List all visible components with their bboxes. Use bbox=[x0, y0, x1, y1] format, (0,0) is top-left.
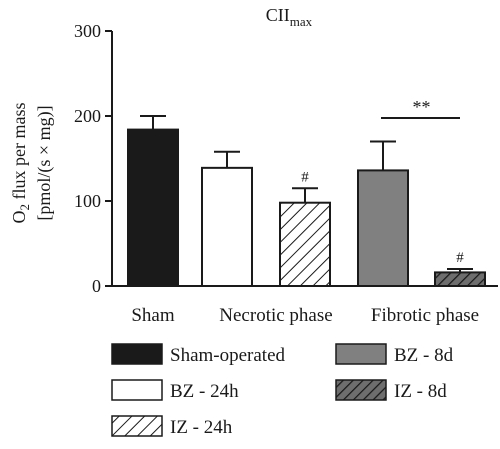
y-tick-label: 200 bbox=[74, 106, 101, 126]
svg-text:O2 flux per mass: O2 flux per mass bbox=[9, 103, 32, 224]
bar-bz-8d bbox=[357, 169, 409, 287]
chart-title-main: CII bbox=[266, 5, 290, 25]
chart-title-subscript: max bbox=[290, 14, 313, 29]
legend-label: IZ - 24h bbox=[170, 417, 233, 438]
y-tick-label: 0 bbox=[92, 276, 101, 296]
legend-label: Sham-operated bbox=[170, 345, 286, 366]
legend: Sham-operated BZ - 24h IZ - 24h BZ - 8d IZ -… bbox=[111, 343, 454, 438]
x-tick-label: Fibrotic phase bbox=[371, 305, 479, 326]
y-axis-label: O2 flux per mass [pmol/(s × mg)] bbox=[9, 103, 55, 224]
legend-swatch bbox=[335, 343, 387, 365]
y-axis-label-subscript: 2 bbox=[17, 204, 32, 211]
y-tick-label: 100 bbox=[74, 191, 101, 211]
legend-swatch bbox=[335, 379, 387, 401]
legend-label: BZ - 8d bbox=[394, 345, 454, 366]
bars bbox=[127, 115, 486, 288]
bar-annotation: # bbox=[301, 169, 309, 185]
significance-label: ** bbox=[413, 97, 431, 117]
legend-label: IZ - 8d bbox=[394, 381, 447, 402]
legend-swatch bbox=[111, 379, 163, 401]
legend-swatch bbox=[111, 343, 163, 365]
bar-bz-24h bbox=[201, 166, 253, 288]
bar-iz-24h bbox=[279, 201, 331, 287]
labels: # # ** Sham Necrotic phase Fibrotic phase bbox=[131, 97, 479, 326]
y-axis-label-o: O bbox=[9, 210, 29, 223]
legend-label: BZ - 24h bbox=[170, 381, 239, 402]
bar-sham-operated bbox=[127, 128, 179, 287]
y-axis-label-rest: flux per mass bbox=[9, 103, 29, 204]
y-axis-unit-label: [pmol/(s × mg)] bbox=[34, 105, 55, 220]
x-tick-label: Sham bbox=[131, 305, 175, 326]
y-tick-label: 300 bbox=[74, 21, 101, 41]
svg-text:CIImax: CIImax bbox=[266, 5, 313, 29]
x-tick-label: Necrotic phase bbox=[219, 305, 332, 326]
chart-title: CIImax bbox=[266, 5, 313, 29]
legend-swatch bbox=[111, 415, 163, 437]
bar-iz-8d bbox=[434, 271, 486, 287]
bar-annotation: # bbox=[456, 250, 464, 266]
